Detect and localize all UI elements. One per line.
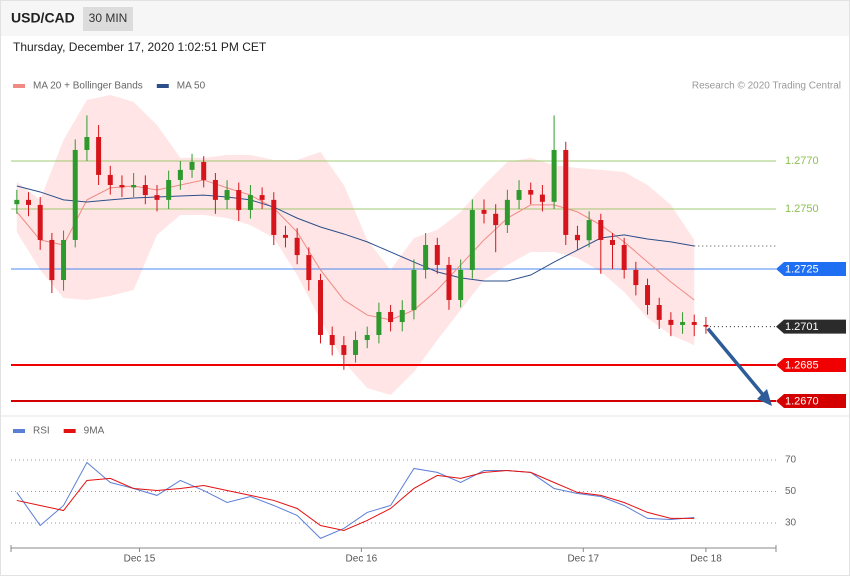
level-label: 1.2770 bbox=[785, 155, 819, 167]
candle-body bbox=[72, 149, 78, 240]
projection-arrow bbox=[706, 327, 766, 398]
legend-label: MA 50 bbox=[177, 81, 206, 92]
candle-body bbox=[609, 239, 615, 245]
candle-body bbox=[668, 319, 674, 325]
x-tick-label: Dec 18 bbox=[690, 554, 722, 565]
candle-body bbox=[318, 280, 324, 335]
candle-body bbox=[656, 305, 662, 320]
credit: Research © 2020 Trading Central bbox=[692, 81, 841, 92]
candle-body bbox=[294, 237, 300, 256]
candle-body bbox=[154, 195, 160, 200]
y-tick-label: 50 bbox=[785, 486, 797, 497]
candle-body bbox=[691, 322, 697, 325]
indicator-line bbox=[16, 470, 695, 532]
candle-body bbox=[353, 340, 359, 355]
candle-body bbox=[504, 199, 510, 226]
candle-body bbox=[271, 199, 277, 235]
candle-body bbox=[516, 190, 522, 200]
candle-body bbox=[446, 264, 452, 300]
candle-body bbox=[434, 245, 440, 265]
datetime: Thursday, December 17, 2020 1:02:51 PM C… bbox=[13, 40, 267, 54]
candle-body bbox=[703, 324, 709, 327]
candle-body bbox=[376, 311, 382, 335]
bollinger-band bbox=[16, 95, 695, 395]
level-label: 1.2725 bbox=[785, 263, 819, 275]
candle-body bbox=[177, 169, 183, 180]
legend-swatch bbox=[13, 429, 25, 433]
y-tick-label: 30 bbox=[785, 518, 797, 529]
candle-body bbox=[37, 204, 43, 240]
candle-body bbox=[586, 220, 592, 241]
level-tag bbox=[776, 262, 846, 276]
legend-swatch bbox=[156, 84, 169, 88]
candle-body bbox=[26, 199, 32, 205]
x-tick-label: Dec 16 bbox=[346, 554, 378, 565]
level-label: 1.2685 bbox=[785, 359, 819, 371]
level-tag bbox=[776, 319, 846, 334]
candle-body bbox=[539, 194, 545, 202]
indicator-line bbox=[16, 461, 695, 539]
candle-body bbox=[14, 199, 20, 205]
legend-swatch bbox=[13, 84, 25, 88]
candle-body bbox=[282, 234, 288, 238]
legend-label: 9MA bbox=[84, 426, 105, 437]
level-label: 1.2670 bbox=[785, 395, 819, 407]
header-bar bbox=[1, 1, 849, 36]
symbol: USD/CAD bbox=[11, 10, 75, 26]
candle-body bbox=[201, 161, 207, 180]
candle-body bbox=[388, 311, 394, 323]
candle-body bbox=[49, 239, 55, 281]
candle-body bbox=[96, 137, 102, 175]
candle-body bbox=[224, 190, 230, 200]
legend-label: RSI bbox=[33, 426, 50, 437]
candle-body bbox=[528, 190, 534, 195]
candle-body bbox=[259, 195, 265, 200]
level-tag bbox=[776, 358, 846, 372]
timeframe-box[interactable] bbox=[83, 7, 133, 31]
candle-body bbox=[236, 190, 242, 210]
candle-body bbox=[621, 245, 627, 270]
y-tick-label: 70 bbox=[785, 455, 797, 466]
ma-line bbox=[16, 179, 695, 321]
candle-body bbox=[458, 269, 464, 300]
candle-body bbox=[574, 234, 580, 241]
level-label: 1.2750 bbox=[785, 203, 819, 215]
candle-body bbox=[119, 185, 125, 188]
candle-body bbox=[84, 137, 90, 150]
projection-arrowhead bbox=[757, 389, 772, 406]
candle-body bbox=[411, 269, 417, 311]
candle-body bbox=[645, 285, 651, 305]
candle-body bbox=[469, 209, 475, 270]
candle-body bbox=[329, 335, 335, 346]
candle-body bbox=[189, 161, 195, 170]
level-tag bbox=[776, 394, 846, 408]
candle-body bbox=[493, 213, 499, 226]
candle-body bbox=[142, 185, 148, 196]
candle-body bbox=[481, 209, 487, 214]
candle-body bbox=[563, 149, 569, 235]
timeframe[interactable]: 30 MIN bbox=[89, 11, 128, 25]
candle-body bbox=[423, 245, 429, 270]
candle-body bbox=[633, 269, 639, 286]
candle-body bbox=[212, 179, 218, 200]
candle-body bbox=[551, 149, 557, 202]
candle-body bbox=[364, 335, 370, 341]
candle-body bbox=[247, 195, 253, 210]
ma-line bbox=[16, 185, 695, 282]
legend-label: MA 20 + Bollinger Bands bbox=[33, 81, 143, 92]
candle-body bbox=[107, 174, 113, 185]
candle-body bbox=[341, 345, 347, 355]
x-tick-label: Dec 17 bbox=[567, 554, 599, 565]
candle-body bbox=[131, 185, 137, 188]
candle-body bbox=[306, 255, 312, 281]
x-tick-label: Dec 15 bbox=[124, 554, 156, 565]
candle-body bbox=[166, 179, 172, 200]
candle-body bbox=[598, 220, 604, 240]
legend-swatch bbox=[63, 429, 76, 433]
candle-body bbox=[680, 322, 686, 325]
level-label: 1.2701 bbox=[785, 321, 819, 333]
candle-body bbox=[399, 310, 405, 323]
candle-body bbox=[61, 239, 67, 281]
